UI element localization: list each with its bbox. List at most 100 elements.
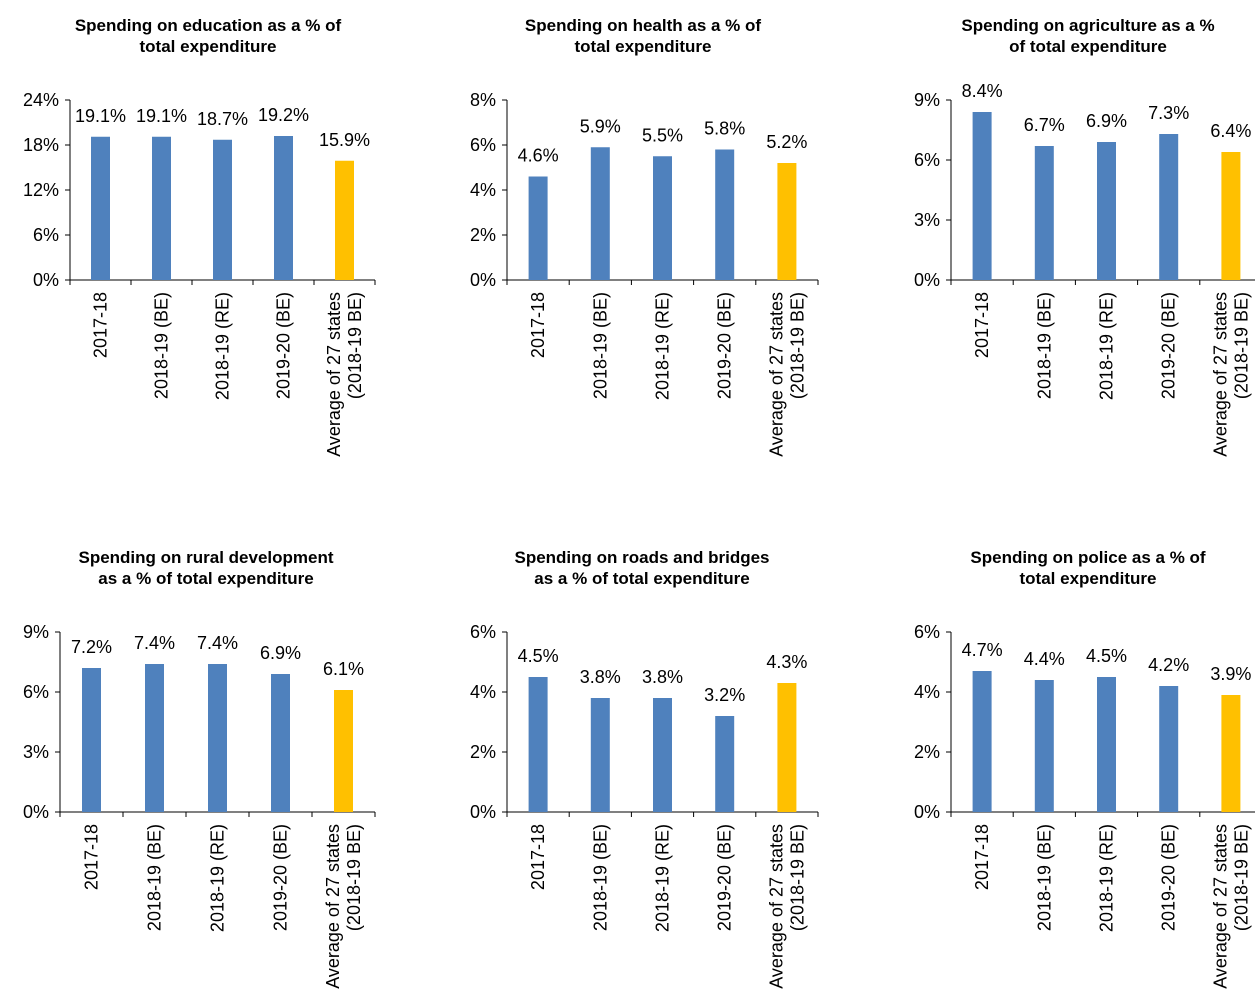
chart-title: Spending on rural development as a % of t… <box>78 548 333 588</box>
category-label: 2017-18 <box>972 292 992 358</box>
data-label: 4.5% <box>1086 646 1127 666</box>
data-label: 3.2% <box>704 685 745 705</box>
category-label: 2018-19 (RE) <box>213 292 233 400</box>
category-label-line: 2019-20 (BE) <box>715 292 735 399</box>
category-label: 2019-20 (BE) <box>1159 824 1179 931</box>
category-label: 2018-19 (RE) <box>653 824 673 932</box>
chart-title: Spending on education as a % of total exp… <box>75 16 342 56</box>
chart-title-line: Spending on health as a % of <box>525 16 761 35</box>
category-label: 2018-19 (BE) <box>145 824 165 931</box>
y-tick-label: 6% <box>23 682 49 702</box>
category-label-line: (2018-19 BE) <box>787 824 807 931</box>
category-label: 2019-20 (BE) <box>271 824 291 931</box>
data-label: 6.4% <box>1210 121 1251 141</box>
data-label: 3.9% <box>1210 664 1251 684</box>
chart-title-line: Spending on rural development <box>78 548 333 567</box>
y-tick-label: 9% <box>914 90 940 110</box>
bar <box>271 674 290 812</box>
chart-panel-2: Spending on health as a % of total expend… <box>470 16 819 457</box>
y-tick-label: 9% <box>23 622 49 642</box>
chart-title: Spending on roads and bridges as a % of t… <box>514 548 769 588</box>
chart-title: Spending on health as a % of total expend… <box>525 16 761 56</box>
category-label-line: 2018-19 (BE) <box>590 292 610 399</box>
bar <box>972 112 992 280</box>
y-tick-label: 6% <box>914 150 940 170</box>
category-label-line: 2019-20 (BE) <box>274 292 294 399</box>
data-label: 5.9% <box>580 116 621 136</box>
category-label-line: (2018-19 BE) <box>1231 824 1251 931</box>
category-label-line: 2018-19 (RE) <box>1097 292 1117 400</box>
y-tick-label: 24% <box>23 90 59 110</box>
chart-title-line: total expenditure <box>575 37 712 56</box>
y-tick-label: 6% <box>470 135 496 155</box>
data-label: 6.7% <box>1024 115 1065 135</box>
category-label: 2018-19 (RE) <box>1097 292 1117 400</box>
bar <box>1097 142 1116 280</box>
bar <box>334 690 353 812</box>
bar <box>715 716 735 812</box>
category-label-line: 2019-20 (BE) <box>271 824 291 931</box>
data-label: 4.6% <box>518 146 559 166</box>
category-label-line: 2018-19 (BE) <box>152 292 172 399</box>
y-tick-label: 4% <box>470 180 496 200</box>
category-label: 2018-19 (BE) <box>590 824 610 931</box>
bar <box>274 136 293 280</box>
data-label: 3.8% <box>580 667 621 687</box>
chart-title-line: Spending on roads and bridges <box>514 548 769 567</box>
category-label-line: 2017-18 <box>528 824 548 890</box>
category-label: 2019-20 (BE) <box>1159 292 1179 399</box>
category-label-line: 2018-19 (BE) <box>1034 824 1054 931</box>
bar <box>152 136 171 280</box>
data-label: 4.7% <box>962 640 1003 660</box>
category-label-line: Average of 27 states <box>324 292 344 457</box>
chart-title: Spending on agriculture as a % of total e… <box>961 16 1214 56</box>
chart-title-line: Spending on police as a % of <box>970 548 1206 567</box>
chart-panel-5: Spending on roads and bridges as a % of t… <box>470 548 819 989</box>
category-label: Average of 27 states(2018-19 BE) <box>323 824 364 989</box>
chart-title-line: Spending on education as a % of <box>75 16 342 35</box>
category-label: 2018-19 (RE) <box>653 292 673 400</box>
y-tick-label: 4% <box>470 682 496 702</box>
category-label-line: 2018-19 (RE) <box>213 292 233 400</box>
y-tick-label: 0% <box>914 802 940 822</box>
data-label: 15.9% <box>319 130 370 150</box>
y-tick-label: 4% <box>914 682 940 702</box>
y-tick-label: 2% <box>914 742 940 762</box>
bar <box>653 698 672 812</box>
category-label: 2018-19 (RE) <box>1097 824 1117 932</box>
category-label-line: 2017-18 <box>972 824 992 890</box>
y-tick-label: 0% <box>33 270 59 290</box>
category-label-line: 2018-19 (RE) <box>208 824 228 932</box>
y-tick-label: 12% <box>23 180 59 200</box>
bar <box>777 163 797 280</box>
category-label: 2017-18 <box>91 292 111 358</box>
category-label-line: 2018-19 (BE) <box>145 824 165 931</box>
bar <box>208 664 227 812</box>
data-label: 7.4% <box>134 633 175 653</box>
data-label: 4.4% <box>1024 649 1065 669</box>
bar <box>528 176 548 280</box>
y-tick-label: 0% <box>470 270 496 290</box>
category-label-line: Average of 27 states <box>323 824 343 989</box>
y-tick-label: 8% <box>470 90 496 110</box>
bar <box>1221 695 1241 812</box>
bar <box>91 136 110 280</box>
category-label: 2017-18 <box>972 824 992 890</box>
bar <box>528 677 548 812</box>
category-label: Average of 27 states(2018-19 BE) <box>766 824 807 989</box>
chart-panel-3: Spending on agriculture as a % of total e… <box>914 16 1255 457</box>
category-label-line: Average of 27 states <box>1210 292 1230 457</box>
category-label-line: 2018-19 (BE) <box>1034 292 1054 399</box>
category-label-line: 2018-19 (RE) <box>1097 824 1117 932</box>
data-label: 3.8% <box>642 667 683 687</box>
data-label: 7.3% <box>1148 103 1189 123</box>
bar <box>1159 686 1179 812</box>
bar <box>1159 134 1179 280</box>
data-label: 6.1% <box>323 659 364 679</box>
data-label: 19.1% <box>136 106 187 126</box>
bar <box>590 147 610 280</box>
bar <box>213 139 232 280</box>
y-tick-label: 2% <box>470 225 496 245</box>
data-label: 4.5% <box>518 646 559 666</box>
